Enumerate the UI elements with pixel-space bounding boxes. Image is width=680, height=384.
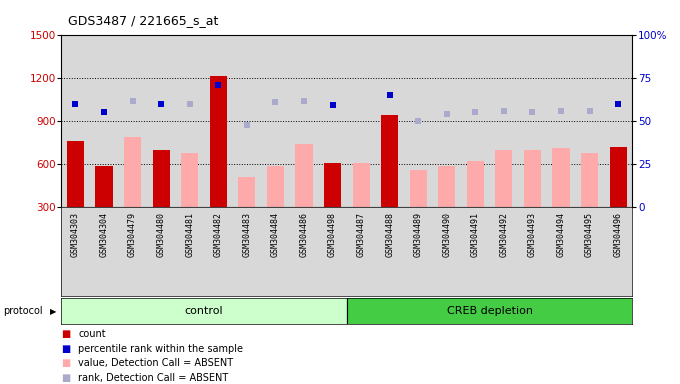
Text: ■: ■: [61, 344, 71, 354]
Text: GSM304303: GSM304303: [71, 212, 80, 257]
Text: GSM304495: GSM304495: [585, 212, 594, 257]
Text: ▶: ▶: [50, 306, 56, 316]
Text: ■: ■: [61, 373, 71, 383]
Bar: [466, 161, 484, 207]
Text: GSM304481: GSM304481: [185, 212, 194, 257]
Text: GSM304494: GSM304494: [556, 212, 566, 257]
Text: GSM304493: GSM304493: [528, 212, 537, 257]
Bar: [209, 76, 227, 207]
Text: GSM304492: GSM304492: [499, 212, 509, 257]
Bar: [381, 115, 398, 207]
Bar: [152, 150, 170, 207]
Bar: [524, 150, 541, 207]
Bar: [495, 150, 513, 207]
Text: GSM304483: GSM304483: [242, 212, 252, 257]
Bar: [609, 147, 627, 207]
Text: count: count: [78, 329, 106, 339]
Text: GSM304484: GSM304484: [271, 212, 280, 257]
Text: GSM304490: GSM304490: [442, 212, 452, 257]
Text: rank, Detection Call = ABSENT: rank, Detection Call = ABSENT: [78, 373, 228, 383]
Text: protocol: protocol: [3, 306, 43, 316]
Text: GSM304486: GSM304486: [299, 212, 309, 257]
Text: percentile rank within the sample: percentile rank within the sample: [78, 344, 243, 354]
Bar: [67, 141, 84, 207]
Bar: [581, 152, 598, 207]
Text: GSM304488: GSM304488: [385, 212, 394, 257]
Bar: [347, 298, 632, 324]
Text: control: control: [185, 306, 223, 316]
Bar: [238, 177, 256, 207]
Bar: [181, 152, 199, 207]
Bar: [409, 170, 427, 207]
Text: GSM304491: GSM304491: [471, 212, 480, 257]
Bar: [124, 137, 141, 207]
Text: GSM304304: GSM304304: [99, 212, 109, 257]
Text: GDS3487 / 221665_s_at: GDS3487 / 221665_s_at: [68, 14, 218, 27]
Text: GSM304489: GSM304489: [413, 212, 423, 257]
Bar: [324, 163, 341, 207]
Bar: [438, 166, 456, 207]
Text: GSM304479: GSM304479: [128, 212, 137, 257]
Text: value, Detection Call = ABSENT: value, Detection Call = ABSENT: [78, 358, 233, 368]
Text: CREB depletion: CREB depletion: [447, 306, 532, 316]
Text: GSM304482: GSM304482: [214, 212, 223, 257]
Text: GSM304496: GSM304496: [613, 212, 623, 257]
Bar: [295, 144, 313, 207]
Bar: [552, 148, 570, 207]
Bar: [267, 166, 284, 207]
Text: GSM304480: GSM304480: [156, 212, 166, 257]
Text: GSM304487: GSM304487: [356, 212, 366, 257]
Text: GSM304498: GSM304498: [328, 212, 337, 257]
Bar: [61, 298, 347, 324]
Text: ■: ■: [61, 329, 71, 339]
Bar: [352, 163, 370, 207]
Text: ■: ■: [61, 358, 71, 368]
Bar: [95, 166, 113, 207]
